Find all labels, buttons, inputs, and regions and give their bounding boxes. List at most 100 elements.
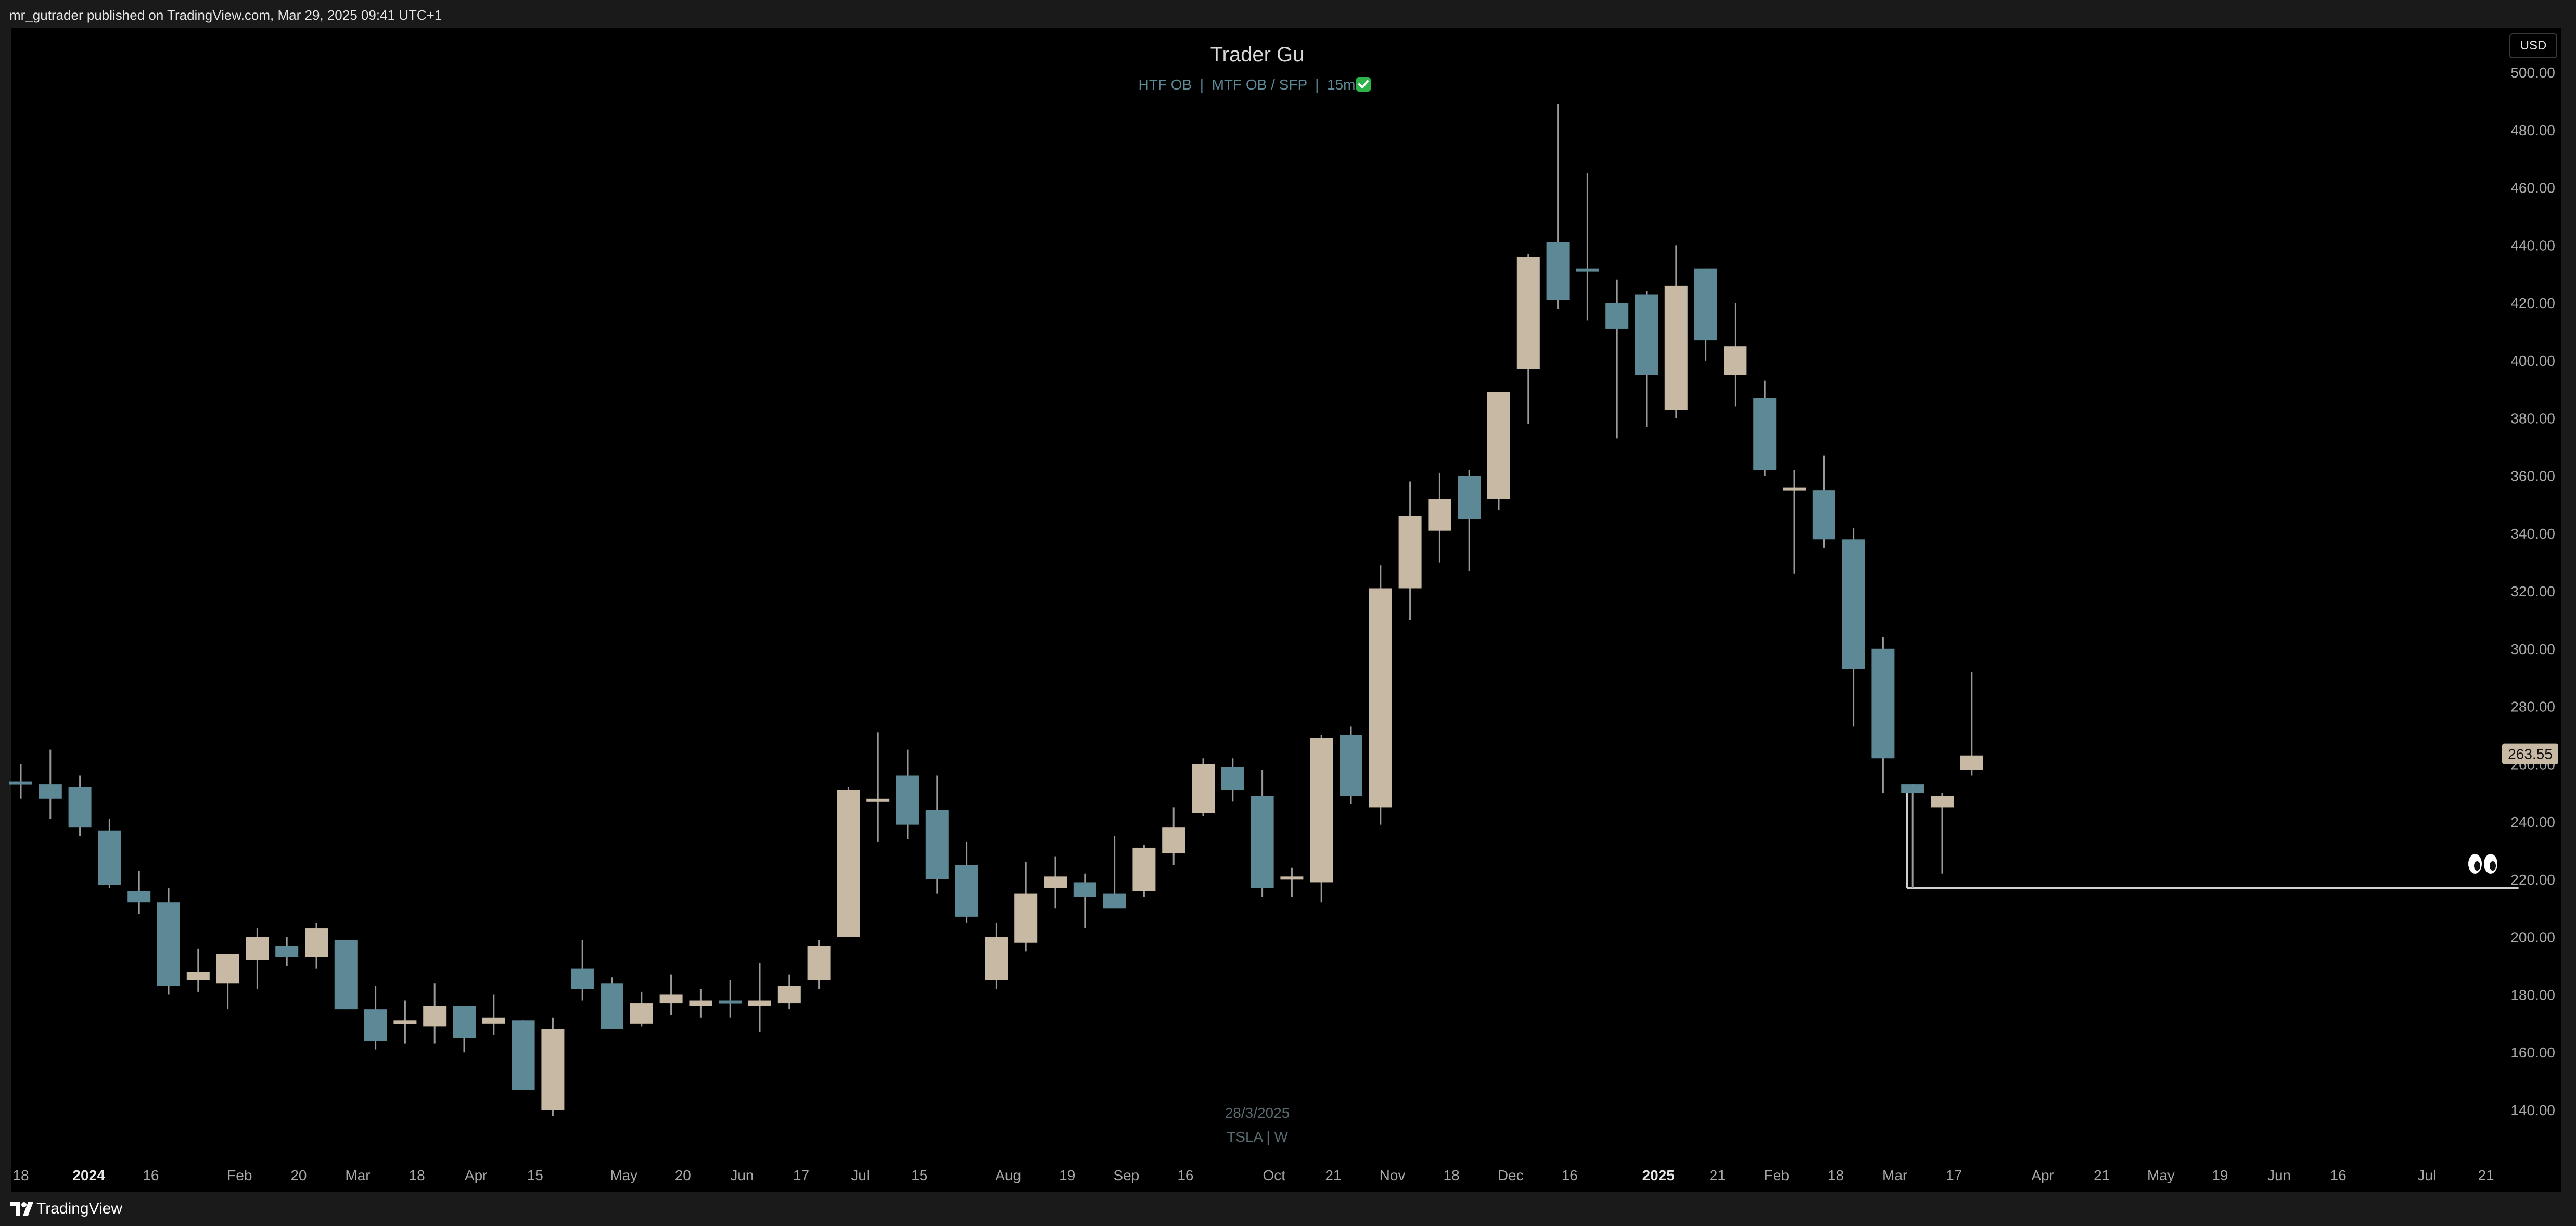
- time-axis[interactable]: 18 2024 16 Feb 20 Mar 18 Apr 15 May 20 Jun 17 Jul 15 Au…: [12, 1167, 2494, 1183]
- candle-body: [1724, 346, 1747, 375]
- time-tick-label: Jul: [2418, 1167, 2437, 1183]
- candle: [334, 940, 358, 1010]
- candle-body: [98, 830, 121, 885]
- time-tick-label: Mar: [1882, 1167, 1907, 1183]
- candle: [955, 841, 978, 923]
- candle-body: [1340, 735, 1362, 796]
- right-frame: [2561, 28, 2576, 1192]
- candle: [1487, 392, 1510, 510]
- candle: [1871, 637, 1895, 793]
- candle-body: [807, 946, 831, 980]
- tradingview-logo-icon: [10, 1202, 33, 1216]
- candle-body: [364, 1009, 387, 1041]
- candle-body: [1931, 796, 1954, 808]
- time-tick-label: 20: [675, 1167, 691, 1183]
- candle-body: [512, 1020, 535, 1090]
- time-tick-label: 19: [1059, 1167, 1075, 1183]
- candle-body: [866, 798, 890, 802]
- time-tick-label: 21: [2478, 1167, 2494, 1183]
- watermark: 28/3/2025 TSLA | W: [1225, 1105, 1290, 1145]
- candle-body: [157, 902, 180, 986]
- candle-body: [1162, 827, 1185, 854]
- candle-body: [1812, 490, 1835, 540]
- time-tick-label: 18: [12, 1167, 29, 1183]
- candle: [541, 1017, 565, 1116]
- candle-body: [1516, 257, 1540, 369]
- candle-body: [659, 994, 683, 1004]
- candle-body: [1280, 876, 1304, 880]
- candle: [1162, 807, 1185, 865]
- candle-body: [423, 1006, 447, 1027]
- time-tick-label: 18: [1444, 1167, 1460, 1183]
- candle: [689, 989, 712, 1018]
- candle: [630, 991, 653, 1027]
- candles: [9, 104, 1983, 1116]
- candle-body: [630, 1003, 653, 1024]
- eyes-emoji-icon: [2468, 854, 2497, 874]
- price-axis[interactable]: 500.00 480.00 460.00 440.00 420.00 400.00 380.…: [2510, 65, 2555, 1118]
- candle: [807, 940, 831, 989]
- time-tick-label: Apr: [465, 1167, 488, 1183]
- candle-body: [1221, 767, 1244, 790]
- candle: [1044, 856, 1067, 909]
- candle-body: [1783, 487, 1806, 491]
- price-tick-label: 500.00: [2510, 65, 2555, 81]
- candle: [1783, 470, 1806, 574]
- time-tick-label: Jun: [730, 1167, 754, 1183]
- time-tick-label: 2024: [72, 1167, 105, 1183]
- price-tick-label: 340.00: [2510, 526, 2555, 542]
- candle: [1221, 758, 1244, 802]
- price-tick-label: 320.00: [2510, 583, 2555, 599]
- candle-body: [1310, 738, 1333, 883]
- price-tick-label: 400.00: [2510, 353, 2555, 369]
- candle-body: [275, 946, 299, 957]
- candle-body: [601, 983, 623, 1029]
- candle: [1428, 472, 1451, 563]
- candle-body: [1635, 294, 1658, 375]
- candle: [1960, 672, 1983, 776]
- time-tick-label: May: [2147, 1167, 2175, 1183]
- candle-body: [1369, 588, 1392, 808]
- price-tick-label: 360.00: [2510, 468, 2555, 484]
- candle-body: [39, 784, 62, 799]
- candle-body: [1694, 268, 1717, 341]
- time-tick-label: May: [610, 1167, 637, 1183]
- footer-bar: TradingView: [0, 1192, 2576, 1226]
- currency-button[interactable]: USD: [2509, 33, 2557, 58]
- candle: [1724, 303, 1747, 407]
- last-price-group: 263.55: [2502, 743, 2558, 764]
- candle: [275, 937, 299, 966]
- candle-body: [393, 1020, 417, 1024]
- candle-body: [334, 940, 358, 1010]
- time-tick-label: 16: [2330, 1167, 2347, 1183]
- candle-body: [1576, 268, 1599, 272]
- time-tick-label: 16: [1562, 1167, 1578, 1183]
- candle-body: [896, 775, 919, 825]
- time-tick-label: 15: [911, 1167, 927, 1183]
- price-tick-label: 140.00: [2510, 1102, 2555, 1118]
- candle-body: [1842, 539, 1865, 669]
- time-tick-label: 15: [527, 1167, 543, 1183]
- time-tick-label: Feb: [227, 1167, 252, 1183]
- chart-subtitle: HTF OB | MTF OB / SFP | 15m: [1139, 76, 1356, 93]
- price-tick-label: 440.00: [2510, 237, 2555, 253]
- candle: [1458, 470, 1481, 571]
- candle-body: [925, 810, 949, 879]
- candle-body: [1132, 847, 1156, 891]
- candle: [1546, 104, 1570, 309]
- candle-body: [1014, 893, 1038, 943]
- candle-body: [216, 954, 239, 984]
- candle: [1132, 845, 1156, 897]
- candle: [748, 963, 771, 1032]
- candle: [1635, 291, 1658, 427]
- time-tick-label: 21: [1710, 1167, 1726, 1183]
- time-tick-label: Dec: [1498, 1167, 1524, 1183]
- candle-body: [1871, 648, 1895, 759]
- candle: [1931, 793, 1954, 874]
- candle: [68, 775, 92, 836]
- candle: [39, 749, 62, 819]
- candle: [9, 764, 32, 799]
- level-line-group: [1906, 787, 2519, 889]
- time-tick-label: Feb: [1764, 1167, 1789, 1183]
